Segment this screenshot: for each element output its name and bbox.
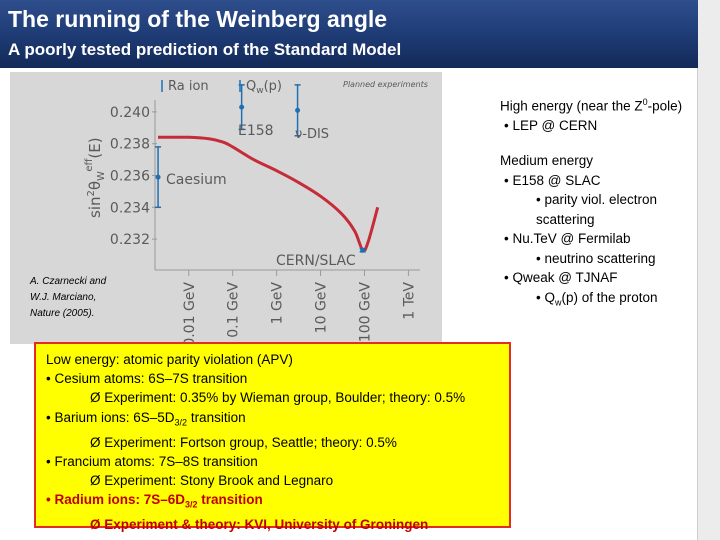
qwp-label: Qw(p) <box>246 79 282 96</box>
e158-detail-cont: scattering <box>536 211 595 227</box>
right-sidebar <box>698 0 720 540</box>
data-point <box>360 247 366 253</box>
data-point <box>295 107 301 113</box>
citation-line: W.J. Marciano, <box>30 292 97 303</box>
x-tick-label: 1 TeV <box>401 282 417 320</box>
high-energy-heading: High energy (near the Z0-pole) <box>500 97 683 114</box>
x-tick-label: 1 GeV <box>270 282 286 325</box>
planned-experiments-label: Planned experiments <box>343 80 428 89</box>
cern-slac-label: CERN/SLAC <box>276 253 356 269</box>
svg-text:sin2θWeff(E): sin2θWeff(E) <box>84 137 107 218</box>
x-tick-label: 100 GeV <box>357 282 373 343</box>
x-tick-label: 0.1 GeV <box>226 282 242 338</box>
apv-barium-exp: Ø Experiment: Fortson group, Seattle; th… <box>90 434 397 450</box>
apv-francium-exp: Ø Experiment: Stony Brook and Legnaro <box>90 472 334 488</box>
nu-dis-label: ν-DIS <box>295 127 329 142</box>
x-tick-label: 0.01 GeV <box>182 282 198 347</box>
figure-background <box>10 72 442 344</box>
data-point <box>155 174 161 180</box>
y-axis-label: sin2θWeff(E) <box>84 137 107 218</box>
y-tick-label: 0.234 <box>110 200 150 216</box>
apv-radium-exp: Ø Experiment & theory: KVI, University o… <box>90 517 429 532</box>
caesium-label: Caesium <box>166 172 227 188</box>
citation-line: A. Czarnecki and <box>30 276 107 287</box>
e158-detail: • parity viol. electron <box>536 192 658 207</box>
sidebar-divider <box>697 68 698 540</box>
data-point <box>239 104 245 110</box>
y-tick-label: 0.240 <box>110 105 150 121</box>
apv-cesium-exp: Ø Experiment: 0.35% by Wieman group, Bou… <box>90 390 466 406</box>
e158-label: E158 <box>238 123 274 139</box>
theory-curve <box>157 135 380 253</box>
y-tick-label: 0.236 <box>110 169 150 185</box>
slide-title: The running of the Weinberg angle <box>8 6 388 32</box>
nutev-detail: • neutrino scattering <box>536 250 656 266</box>
x-tick-label: 10 GeV <box>314 282 330 334</box>
y-tick-label: 0.238 <box>110 137 150 153</box>
high-energy-block: High energy (near the Z0-pole) • LEP @ C… <box>500 93 682 136</box>
apv-box: Low energy: atomic parity violation (APV… <box>34 342 511 532</box>
slide-subtitle: A poorly tested prediction of the Standa… <box>8 40 402 59</box>
slide-header: The running of the Weinberg angle A poor… <box>0 0 720 68</box>
citation-line: Nature (2005). <box>30 308 95 319</box>
y-tick-label: 0.232 <box>110 232 150 248</box>
medium-energy-block: Medium energy • E158 @ SLAC • parity vio… <box>500 151 658 313</box>
apv-francium: • Francium atoms: 7S–8S transition <box>46 453 258 469</box>
ra-ion-label: Ra ion <box>168 79 209 94</box>
figure-citation: A. Czarnecki and W.J. Marciano, Nature (… <box>30 274 106 322</box>
apv-heading: Low energy: atomic parity violation (APV… <box>46 352 293 367</box>
medium-energy-heading: Medium energy <box>500 153 594 168</box>
apv-cesium: • Cesium atoms: 6S–7S transition <box>46 371 248 387</box>
nutev-item: • Nu.TeV @ Fermilab <box>504 231 631 246</box>
qweak-item: • Qweak @ TJNAF <box>504 270 618 285</box>
y-ticks: 0.240 0.238 0.236 0.234 0.232 <box>110 105 157 248</box>
e158-item: • E158 @ SLAC <box>504 172 601 188</box>
apv-radium: • Radium ions: 7S–6D3/2 transition <box>46 492 263 510</box>
apv-barium: • Barium ions: 6S–5D3/2 transition <box>46 409 246 428</box>
x-ticks: 0.01 GeV 0.1 GeV 1 GeV 10 GeV 100 GeV 1 TeV <box>182 270 417 347</box>
qweak-detail: • Qw(p) of the proton <box>536 289 658 308</box>
data-points <box>155 84 366 253</box>
lep-item: • LEP @ CERN <box>504 118 598 133</box>
